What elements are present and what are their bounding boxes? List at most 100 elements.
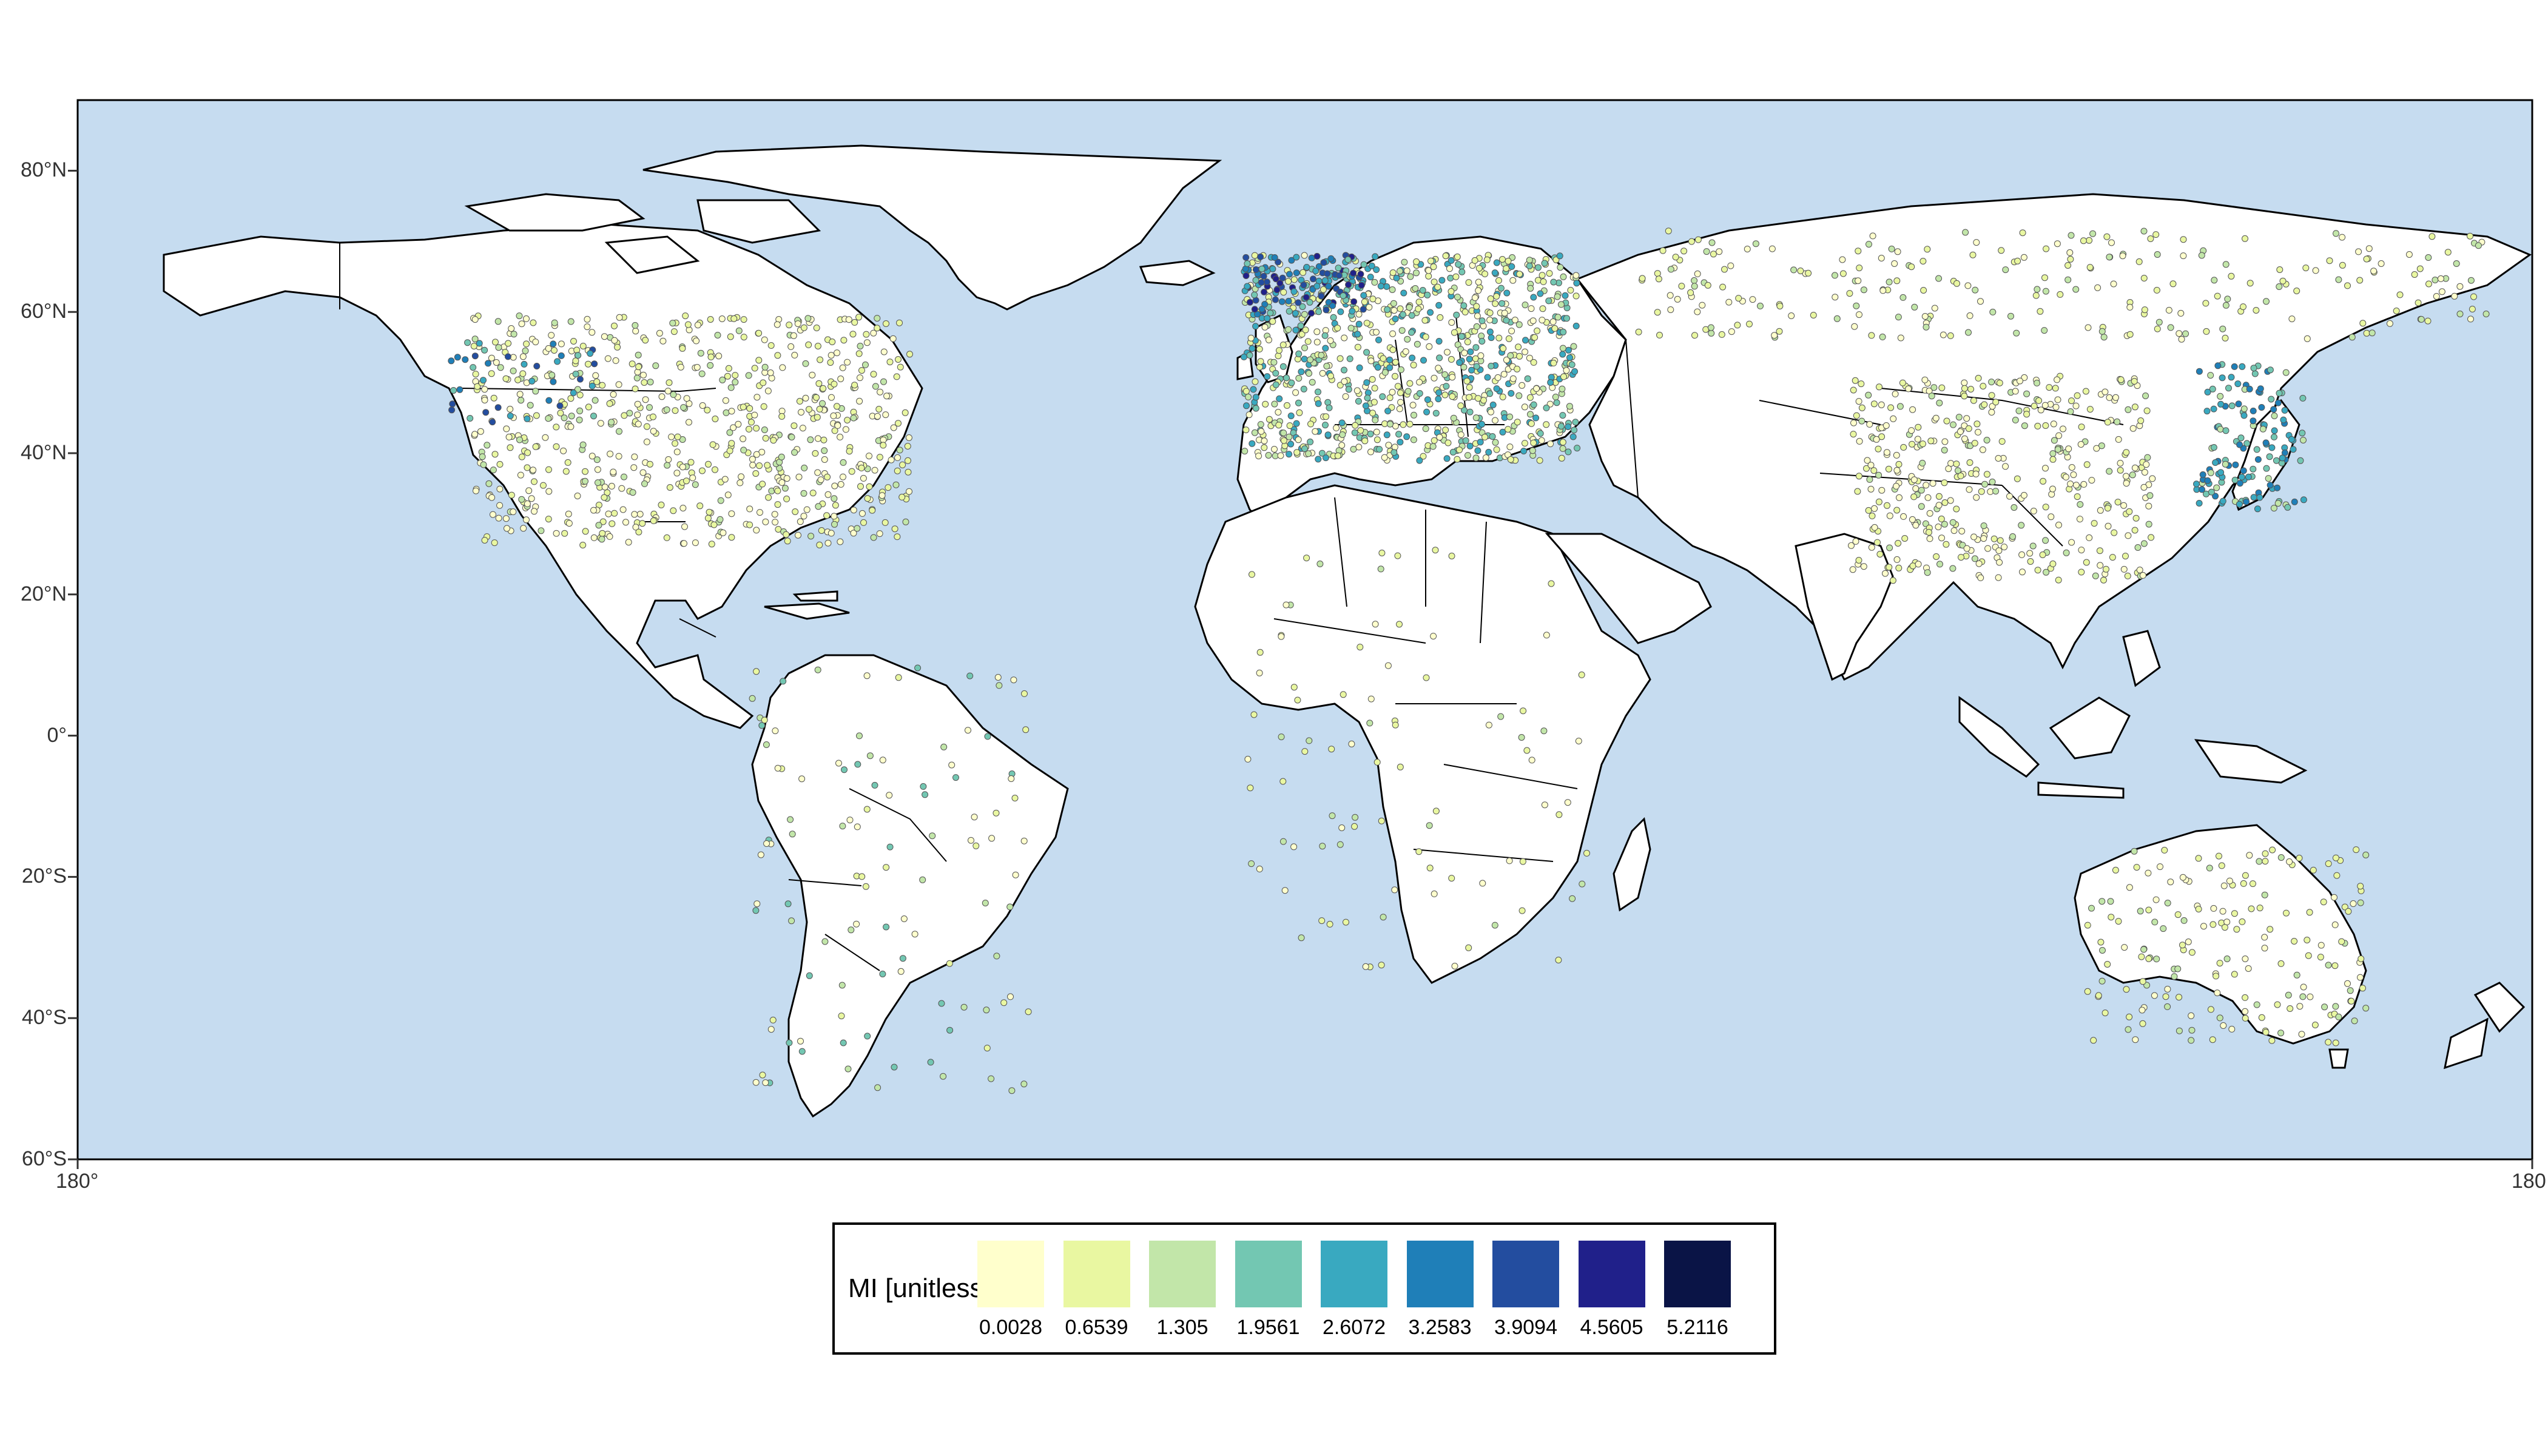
measurement-point <box>1462 437 1469 444</box>
measurement-point <box>1282 601 1290 608</box>
lat-tick-label: 60°N <box>21 300 67 323</box>
measurement-point <box>669 320 676 327</box>
measurement-point <box>2222 302 2230 309</box>
measurement-point <box>1416 457 1423 464</box>
measurement-point <box>1471 294 1478 302</box>
measurement-point <box>1007 993 1014 1000</box>
measurement-point <box>1868 544 1875 551</box>
measurement-point <box>2035 397 2043 404</box>
measurement-point <box>1494 374 1502 381</box>
measurement-point <box>2140 484 2148 491</box>
measurement-point <box>507 405 514 413</box>
measurement-point <box>532 388 539 395</box>
measurement-point <box>646 460 653 468</box>
measurement-point <box>1890 415 1897 422</box>
measurement-point <box>1357 427 1364 434</box>
measurement-point <box>1477 352 1485 359</box>
measurement-point <box>2115 918 2122 925</box>
measurement-point <box>538 527 545 534</box>
measurement-point <box>2084 988 2091 995</box>
measurement-point <box>1279 342 1287 348</box>
measurement-point <box>2144 454 2151 461</box>
measurement-point <box>1919 459 1926 467</box>
measurement-point <box>579 441 587 448</box>
measurement-point <box>880 378 887 385</box>
measurement-point <box>1491 922 1498 929</box>
measurement-point <box>2157 863 2163 871</box>
measurement-point <box>1412 285 1419 292</box>
measurement-point <box>1425 272 1432 280</box>
measurement-point <box>1912 522 1919 529</box>
measurement-point <box>1559 439 1566 446</box>
measurement-point <box>1280 289 1287 296</box>
measurement-point <box>2133 864 2140 871</box>
measurement-point <box>456 386 463 393</box>
measurement-point <box>1370 399 1378 406</box>
measurement-point <box>831 427 838 434</box>
measurement-point <box>1249 345 1256 352</box>
measurement-point <box>2250 365 2257 372</box>
measurement-point <box>2228 272 2235 280</box>
measurement-point <box>1963 415 1970 422</box>
measurement-point <box>1998 247 2005 254</box>
measurement-point <box>2055 432 2063 439</box>
measurement-point <box>806 972 813 979</box>
measurement-point <box>2253 1001 2260 1008</box>
measurement-point <box>834 403 840 410</box>
measurement-point <box>2254 505 2261 513</box>
measurement-point <box>1858 404 1866 411</box>
measurement-point <box>1938 515 1945 522</box>
measurement-point <box>2041 402 2049 409</box>
measurement-point <box>1391 886 1398 894</box>
measurement-point <box>864 1033 871 1040</box>
measurement-point <box>1251 252 1258 259</box>
measurement-point <box>2250 494 2257 501</box>
measurement-point <box>1506 443 1514 451</box>
measurement-point <box>1380 914 1387 921</box>
measurement-point <box>870 534 877 541</box>
measurement-point <box>1456 359 1463 366</box>
measurement-point <box>1975 374 1982 382</box>
measurement-point <box>1407 273 1414 280</box>
measurement-point <box>1356 364 1363 371</box>
measurement-point <box>806 406 812 413</box>
measurement-point <box>725 365 732 372</box>
north-america-landmass <box>163 223 923 729</box>
plot-frame <box>76 99 2533 1161</box>
measurement-point <box>1367 448 1374 456</box>
measurement-point <box>2083 559 2090 566</box>
measurement-point <box>1876 383 1882 391</box>
measurement-point <box>1453 311 1460 318</box>
measurement-point <box>767 369 774 376</box>
measurement-point <box>715 352 723 360</box>
measurement-point <box>1435 365 1442 372</box>
measurement-point <box>1963 545 1970 552</box>
measurement-point <box>1869 232 1876 240</box>
measurement-point <box>827 352 835 359</box>
measurement-point <box>2155 318 2163 326</box>
measurement-point <box>1508 328 1515 335</box>
measurement-point <box>857 483 864 490</box>
measurement-point <box>788 434 795 440</box>
measurement-point <box>2120 565 2128 573</box>
measurement-point <box>787 816 794 823</box>
measurement-point <box>1383 431 1390 439</box>
measurement-point <box>632 385 639 393</box>
measurement-point <box>1891 260 1898 267</box>
measurement-point <box>1499 393 1506 400</box>
measurement-point <box>1508 389 1515 397</box>
measurement-point <box>1518 734 1525 741</box>
measurement-point <box>1523 747 1531 754</box>
measurement-point <box>696 502 704 510</box>
measurement-point <box>545 345 552 352</box>
measurement-point <box>1276 280 1284 287</box>
measurement-point <box>1941 499 1949 506</box>
measurement-point <box>2222 460 2229 468</box>
measurement-point <box>1318 352 1325 359</box>
measurement-point <box>502 375 510 382</box>
measurement-point <box>1373 329 1380 335</box>
measurement-point <box>1288 379 1295 386</box>
measurement-point <box>1953 505 1960 513</box>
measurement-point <box>1527 285 1534 292</box>
measurement-point <box>732 379 739 386</box>
